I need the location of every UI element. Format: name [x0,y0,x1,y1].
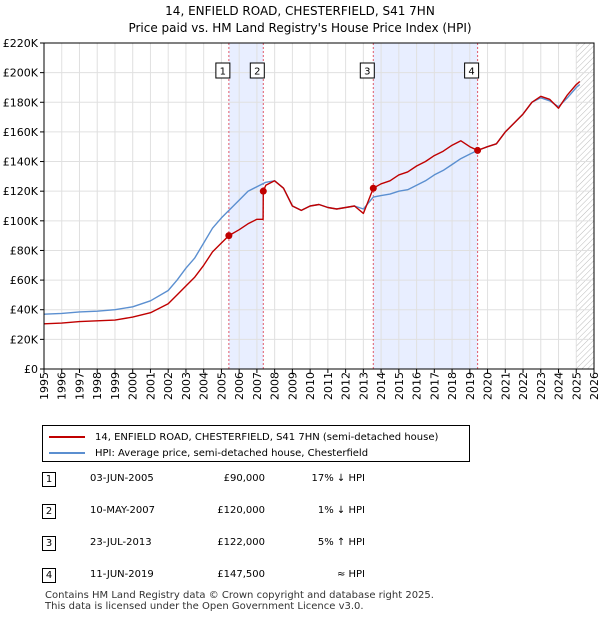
y-tick-label: £60K [10,274,39,287]
sale-badge-box [249,62,265,79]
y-tick-label: £100K [3,215,39,228]
row-number-badge: 1 [42,472,56,487]
sale-badge-box [359,62,375,79]
x-tick-label: 2024 [553,372,566,400]
legend-swatch-hpi [49,452,85,454]
legend: 14, ENFIELD ROAD, CHESTERFIELD, S41 7HN … [42,425,470,462]
x-tick-label: 2022 [517,372,530,400]
sale-point-marker [259,187,267,195]
footer: Contains HM Land Registry data © Crown c… [45,590,434,612]
sale-badge-label: 4 [468,67,474,78]
sale-badge-label: 2 [254,67,260,78]
x-tick-label: 2012 [340,372,353,400]
y-tick-label: £160K [3,126,39,139]
table-row: 1 03-JUN-2005 £90,000 17% ↓ HPI [40,472,440,490]
row-number-badge: 4 [42,568,56,583]
x-tick-label: 2008 [269,372,282,400]
y-tick-label: £40K [10,304,39,317]
y-tick-label: £140K [3,156,39,169]
row-number-badge: 3 [42,536,56,551]
x-tick-label: 2003 [180,372,193,400]
y-tick-label: £80K [10,244,39,257]
sale-point-marker [369,184,377,192]
legend-item-hpi: HPI: Average price, semi-detached house,… [49,446,368,460]
legend-label-property: 14, ENFIELD ROAD, CHESTERFIELD, S41 7HN … [95,431,439,443]
shaded-range [228,43,264,369]
plot-area [44,43,594,369]
x-tick-label: 2025 [570,372,583,400]
table-row: 4 11-JUN-2019 £147,500 ≈ HPI [40,568,440,586]
y-tick-label: £120K [3,185,39,198]
x-tick-label: 1996 [56,372,69,400]
x-tick-label: 2006 [233,372,246,400]
x-tick-label: 2019 [464,372,477,400]
legend-item-property: 14, ENFIELD ROAD, CHESTERFIELD, S41 7HN … [49,430,438,444]
chart-title: 14, ENFIELD ROAD, CHESTERFIELD, S41 7HN … [0,3,600,37]
x-tick-label: 2013 [357,372,370,400]
sale-badge-box [464,62,480,79]
y-tick-label: £180K [3,96,39,109]
property-series-line [43,80,581,325]
y-tick-label: £0 [24,363,38,376]
y-tick-label: £220K [3,37,39,50]
row-date: 10-MAY-2007 [90,505,156,516]
price-chart: £0 £20K £40K £60K £80K £100K £120K £140K £160K £1… [3,37,600,400]
legend-label-hpi: HPI: Average price, semi-detached house,… [95,447,369,459]
x-tick-label: 2009 [286,372,299,400]
x-tick-label: 2011 [322,372,335,400]
x-tick-label: 2026 [588,372,600,400]
row-price: £120,000 [217,505,265,516]
footer-copyright: Contains HM Land Registry data © Crown c… [45,590,434,601]
x-tick-label: 2021 [499,372,512,400]
x-tick-label: 1997 [73,372,86,400]
x-tick-label: 2020 [482,372,495,400]
row-date: 11-JUN-2019 [90,569,154,580]
x-tick-label: 2001 [144,372,157,400]
table-row: 3 23-JUL-2013 £122,000 5% ↑ HPI [40,536,440,554]
x-tick-label: 2007 [251,372,264,400]
x-tick-label: 2015 [393,372,406,400]
chart-title-line2: Price paid vs. HM Land Registry's House … [128,21,472,35]
row-date: 23-JUL-2013 [90,537,152,548]
x-tick-label: 1995 [38,372,51,400]
x-tick-label: 2023 [535,372,548,400]
x-tick-label: 2005 [215,372,228,400]
x-tick-label: 2016 [411,372,424,400]
footer-licence: This data is licensed under the Open Gov… [45,601,364,612]
x-tick-label: 2004 [198,372,211,400]
x-tick-label: 2000 [127,372,140,400]
plot-frame [43,42,595,370]
sale-point-marker [474,146,482,154]
x-tick-label: 1998 [91,372,104,400]
x-tick-label: 2017 [428,372,441,400]
row-hpi-diff: 1% ↓ HPI [317,505,365,516]
row-hpi-diff: 17% ↓ HPI [311,473,365,484]
row-number-badge: 2 [42,504,56,519]
row-price: £122,000 [217,537,265,548]
x-tick-label: 2018 [446,372,459,400]
sale-badge-label: 1 [220,67,226,78]
row-hpi-diff: ≈ HPI [336,569,365,580]
row-date: 03-JUN-2005 [90,473,154,484]
x-tick-label: 2010 [304,372,317,400]
legend-swatch-property [49,436,85,438]
sale-badge-label: 3 [364,67,370,78]
row-price: £147,500 [217,569,265,580]
sale-point-marker [225,232,233,240]
forecast-hatch [576,43,594,369]
row-price: £90,000 [223,473,265,484]
sale-badge-box [215,62,231,79]
y-tick-label: £20K [10,333,39,346]
x-tick-label: 2014 [375,372,388,400]
x-tick-label: 2002 [162,372,175,400]
y-tick-label: £200K [3,67,39,80]
shaded-range [373,43,478,369]
row-hpi-diff: 5% ↑ HPI [317,537,365,548]
chart-title-line1: 14, ENFIELD ROAD, CHESTERFIELD, S41 7HN [165,4,435,18]
x-tick-label: 1999 [109,372,122,400]
table-row: 2 10-MAY-2007 £120,000 1% ↓ HPI [40,504,440,522]
